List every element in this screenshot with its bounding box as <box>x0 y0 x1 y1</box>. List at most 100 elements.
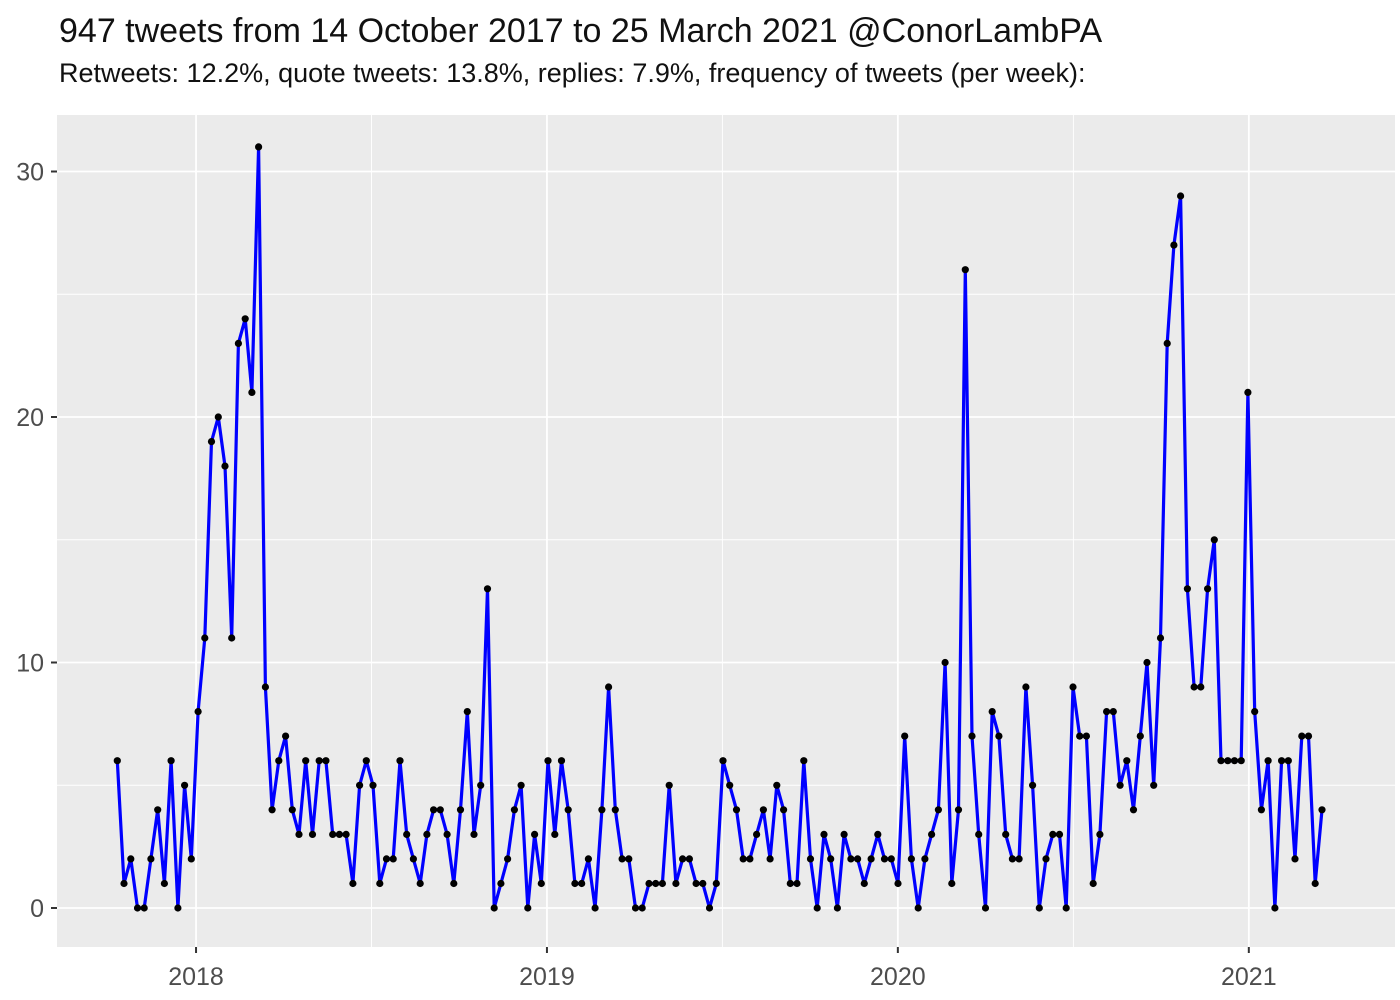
data-point <box>813 904 821 912</box>
data-point <box>1049 830 1057 839</box>
data-point <box>847 855 855 863</box>
data-point <box>652 879 660 888</box>
y-axis-label: 30 <box>16 159 44 187</box>
data-point <box>221 462 229 470</box>
data-point <box>1042 855 1050 863</box>
data-point <box>887 855 895 863</box>
data-point <box>1109 708 1117 716</box>
data-point <box>302 757 310 765</box>
data-point <box>1257 806 1265 814</box>
data-point <box>995 732 1003 740</box>
data-point <box>430 806 438 814</box>
chart-subtitle: Retweets: 12.2%, quote tweets: 13.8%, re… <box>59 58 1086 88</box>
data-point <box>605 683 613 691</box>
data-point <box>241 315 249 323</box>
data-point <box>369 781 377 789</box>
data-point <box>1298 732 1306 740</box>
data-point <box>759 806 768 814</box>
data-point <box>800 757 808 765</box>
data-point <box>968 732 976 740</box>
data-point <box>517 781 525 789</box>
data-point <box>147 855 155 863</box>
data-point <box>786 879 794 888</box>
data-point <box>840 830 848 839</box>
y-axis-label: 0 <box>30 895 44 923</box>
data-point <box>726 781 734 789</box>
data-point <box>1271 904 1279 912</box>
data-point <box>113 757 121 765</box>
data-point <box>194 708 202 716</box>
data-point <box>1150 781 1158 789</box>
y-axis-label: 20 <box>16 404 44 432</box>
data-point <box>1210 536 1218 544</box>
data-point <box>436 806 444 814</box>
data-point <box>1076 732 1084 740</box>
data-point <box>389 855 397 863</box>
data-point <box>248 388 256 396</box>
data-point <box>1143 658 1151 667</box>
data-point <box>497 879 505 888</box>
data-point <box>827 855 835 863</box>
data-point <box>1055 830 1064 839</box>
data-point <box>504 855 512 863</box>
data-point <box>456 806 465 814</box>
data-point <box>308 830 317 839</box>
data-point <box>214 413 222 421</box>
data-point <box>941 658 949 667</box>
plot-panel <box>57 115 1395 947</box>
data-point <box>907 855 916 863</box>
frequency-line <box>115 145 1324 910</box>
data-point <box>1129 806 1138 814</box>
data-point <box>631 904 640 912</box>
data-point <box>477 781 485 789</box>
data-point <box>793 879 801 888</box>
data-point <box>551 830 559 839</box>
data-point <box>975 830 983 839</box>
x-axis-label: 2021 <box>1221 963 1277 991</box>
data-point <box>988 708 996 716</box>
data-point <box>753 830 761 839</box>
data-point <box>1096 830 1104 839</box>
data-point <box>268 806 276 814</box>
data-point <box>329 830 337 839</box>
x-axis-label: 2020 <box>870 963 926 991</box>
data-point <box>914 904 922 912</box>
data-point <box>679 855 687 863</box>
data-point <box>1069 683 1077 691</box>
data-point <box>1163 339 1171 347</box>
data-point <box>699 879 707 888</box>
data-point <box>867 855 875 863</box>
data-point <box>315 757 323 765</box>
data-point <box>672 879 680 888</box>
data-point <box>921 855 929 863</box>
data-point <box>181 781 189 789</box>
data-point <box>490 904 498 912</box>
data-point <box>719 757 727 765</box>
data-point <box>1291 855 1299 863</box>
data-point <box>685 855 694 863</box>
data-point <box>806 855 815 863</box>
data-point <box>261 683 269 691</box>
data-point <box>295 830 303 839</box>
data-point <box>443 830 451 839</box>
x-axis-label: 2018 <box>168 963 224 991</box>
data-point <box>133 904 142 912</box>
data-point <box>981 904 990 912</box>
data-point <box>1029 781 1037 789</box>
data-point <box>376 879 384 888</box>
data-point <box>833 904 842 912</box>
data-point <box>874 830 882 839</box>
data-point <box>1015 855 1023 863</box>
data-point <box>1008 855 1017 863</box>
data-point <box>1304 732 1313 740</box>
data-point <box>766 855 774 863</box>
data-point <box>282 732 290 740</box>
data-point <box>1156 634 1165 642</box>
data-point <box>1204 585 1212 593</box>
data-point <box>154 806 162 814</box>
data-point <box>948 879 956 888</box>
data-point <box>275 757 283 765</box>
data-point <box>1177 192 1185 200</box>
data-point <box>1062 904 1070 912</box>
